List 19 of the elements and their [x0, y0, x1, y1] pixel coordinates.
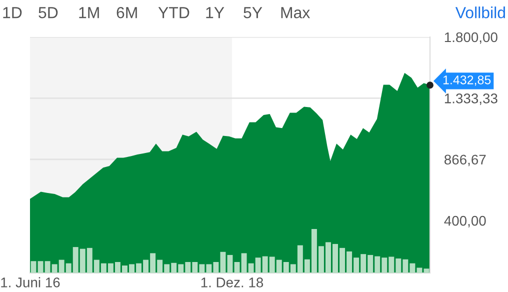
y-tick-label: 400,00 — [444, 216, 486, 228]
text: YTD — [158, 7, 190, 18]
x-tick-label: 1. Juni 16 — [1, 277, 60, 288]
text: 1D — [3, 7, 22, 18]
x-tick-label: 1. Dez. 18 — [201, 278, 264, 288]
text: 5Y — [244, 7, 262, 18]
bar — [227, 254, 233, 273]
text: Max — [281, 7, 310, 18]
text: 5D — [38, 7, 58, 18]
y-tick-label: 1.800,00 — [444, 32, 498, 44]
y-tick-label: 1.333,33 — [444, 94, 498, 105]
text: 6M — [116, 6, 137, 18]
text: 1M — [79, 7, 99, 18]
bar — [424, 268, 430, 273]
bar — [30, 261, 36, 273]
text: 1Y — [206, 7, 224, 18]
data-label: 1.432,85 — [443, 75, 491, 86]
text: Vollbild — [455, 6, 505, 18]
y-tick-label: 866,67 — [444, 154, 486, 166]
